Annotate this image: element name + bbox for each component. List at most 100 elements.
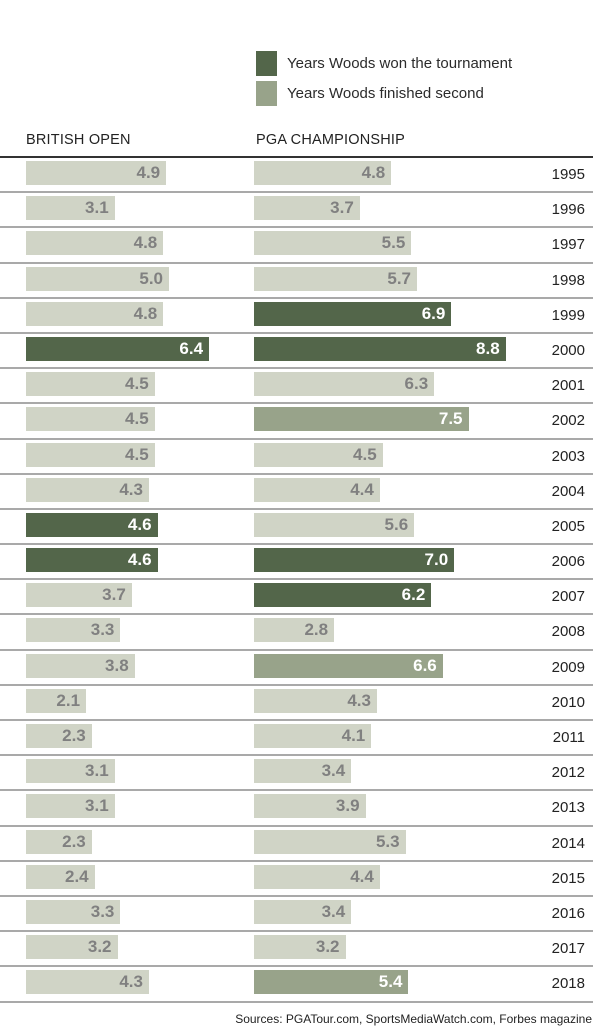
table-row: 3.3 2.8 2008 [0, 615, 593, 651]
bar-value-label: 3.1 [85, 796, 109, 816]
table-row: 6.4 8.8 2000 [0, 334, 593, 370]
legend-label-won: Years Woods won the tournament [287, 54, 513, 72]
bar-value-label: 5.0 [139, 268, 163, 288]
british-open-bar-2003: 4.5 [26, 442, 155, 467]
table-row: 4.5 4.5 2003 [0, 440, 593, 475]
bar-value-label: 3.1 [85, 761, 109, 781]
pga-championship-bar-2000: 8.8 [254, 336, 506, 361]
bar-value-label: 6.2 [401, 585, 426, 605]
british-open-bar-2006: 4.6 [26, 548, 158, 573]
bar-value-label: 6.4 [179, 338, 204, 358]
pga-championship-bar-2001: 6.3 [254, 372, 435, 397]
year-label: 2000 [551, 341, 585, 359]
bar-value-label: 4.1 [341, 726, 366, 745]
pga-championship-bar-1997: 5.5 [254, 231, 412, 256]
year-label: 2008 [551, 623, 585, 641]
british-open-bar-2015: 2.4 [26, 864, 95, 889]
british-open-bar-2002: 4.5 [26, 407, 155, 432]
bar-value-label: 2.8 [304, 620, 329, 640]
bar-value-label: 4.5 [125, 409, 149, 429]
british-open-bar-2005: 4.6 [26, 512, 158, 537]
year-label: 2001 [551, 377, 585, 395]
pga-championship-bar-2002: 7.5 [254, 407, 469, 432]
british-open-bar-1998: 5.0 [26, 266, 169, 291]
table-row: 4.8 5.5 1997 [0, 228, 593, 264]
british-open-bar-2013: 3.1 [26, 794, 115, 819]
year-label: 2012 [551, 764, 585, 782]
legend-label-second: Years Woods finished second [287, 84, 484, 102]
table-row: 3.8 6.6 2009 [0, 651, 593, 686]
british-open-bar-2004: 4.3 [26, 477, 149, 502]
pga-championship-bar-2012: 3.4 [254, 759, 352, 784]
pga-championship-bar-2010: 4.3 [254, 688, 377, 713]
year-label: 1999 [551, 306, 585, 324]
year-label: 2011 [552, 729, 585, 746]
year-label: 2016 [551, 904, 585, 922]
bar-value-label: 4.4 [350, 479, 374, 499]
bar-value-label: 3.1 [85, 198, 109, 218]
bar-value-label: 4.5 [353, 444, 377, 464]
bar-value-label: 2.4 [64, 866, 89, 886]
year-label: 1997 [551, 236, 585, 254]
year-label: 2009 [551, 658, 585, 676]
bar-value-label: 4.5 [125, 444, 149, 464]
bar-value-label: 2.3 [62, 831, 86, 851]
year-label: 2018 [551, 975, 585, 993]
pga-championship-bar-2005: 5.6 [254, 512, 415, 537]
year-label: 1998 [551, 271, 585, 289]
bar-value-label: 4.3 [347, 690, 371, 710]
bar-value-label: 4.3 [119, 972, 143, 992]
year-label: 2006 [551, 553, 585, 571]
legend-swatch-second [256, 80, 277, 106]
year-label: 1996 [551, 201, 585, 219]
table-row: 3.1 3.4 2012 [0, 756, 593, 792]
table-row: 3.1 3.9 2013 [0, 791, 593, 827]
bar-value-label: 8.8 [476, 338, 500, 358]
bar-value-label: 7.5 [438, 409, 463, 429]
pga-championship-bar-2008: 2.8 [254, 618, 335, 643]
bar-value-label: 4.8 [361, 163, 386, 182]
british-open-bar-1999: 4.8 [26, 301, 164, 326]
legend-swatch-won [256, 50, 277, 76]
table-row: 2.1 4.3 2010 [0, 686, 593, 721]
bar-value-label: 4.9 [136, 163, 161, 182]
table-row: 4.8 6.9 1999 [0, 299, 593, 334]
bar-value-label: 3.7 [102, 585, 126, 605]
bar-value-label: 3.8 [105, 655, 129, 675]
bar-value-label: 5.7 [387, 268, 412, 288]
pga-championship-bar-2013: 3.9 [254, 794, 366, 819]
pga-championship-bar-1998: 5.7 [254, 266, 418, 291]
table-row: 4.3 5.4 2018 [0, 967, 593, 1003]
year-label: 2007 [551, 588, 585, 606]
table-row: 4.9 4.8 1995 [0, 158, 593, 194]
year-label: 2017 [551, 940, 585, 958]
table-row: 4.6 7.0 2006 [0, 545, 593, 581]
bar-value-label: 6.6 [413, 655, 437, 675]
pga-championship-bar-1995: 4.8 [254, 161, 392, 185]
british-open-bar-2011: 2.3 [26, 724, 92, 748]
pga-championship-bar-2003: 4.5 [254, 442, 383, 467]
bar-value-label: 6.9 [421, 303, 446, 323]
pga-championship-bar-2016: 3.4 [254, 899, 352, 924]
pga-championship-bar-2015: 4.4 [254, 864, 380, 889]
year-label: 2010 [551, 693, 585, 711]
bar-rows: 4.9 4.8 1995 3.1 3.7 1996 4.8 5.5 1997 5.0 5.7 1998… [0, 158, 593, 1003]
table-row: 4.3 4.4 2004 [0, 475, 593, 510]
bar-value-label: 3.4 [321, 761, 346, 781]
pga-championship-bar-2004: 4.4 [254, 477, 380, 502]
bar-value-label: 3.4 [321, 901, 346, 921]
british-open-bar-2016: 3.3 [26, 899, 121, 924]
legend-item-second: Years Woods finished second [256, 78, 512, 108]
year-label: 2002 [551, 412, 585, 430]
bar-value-label: 4.4 [350, 866, 374, 886]
bar-value-label: 4.8 [133, 303, 158, 323]
bar-value-label: 5.3 [375, 831, 400, 851]
bar-value-label: 3.3 [90, 901, 115, 921]
year-label: 2015 [551, 869, 585, 887]
year-label: 2013 [551, 799, 585, 817]
bar-value-label: 4.8 [133, 233, 158, 253]
top-rule [0, 156, 593, 158]
british-open-bar-2000: 6.4 [26, 336, 210, 361]
table-row: 4.5 7.5 2002 [0, 404, 593, 440]
pga-championship-bar-2006: 7.0 [254, 548, 455, 573]
